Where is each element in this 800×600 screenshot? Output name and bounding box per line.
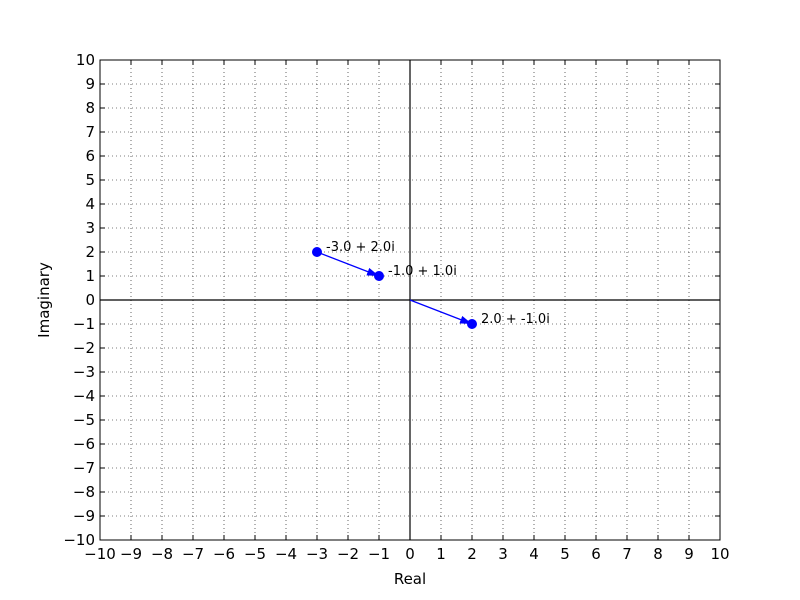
y-tick-label: 3 [85,219,95,237]
y-tick-label: 1 [85,267,95,285]
point-label: 2.0 + -1.0i [481,312,550,327]
y-tick-label: −4 [73,387,95,405]
ticks-layer [99,59,721,541]
y-tick-label: 0 [85,291,95,309]
arrows-layer [316,251,473,325]
y-axis-title: Imaginary [35,262,53,338]
y-tick-label: 8 [85,99,95,117]
points-layer: -3.0 + 2.0i -1.0 + 1.0i 2.0 + -1.0i [312,240,550,329]
x-tick-label: −7 [182,545,204,563]
point-label: -1.0 + 1.0i [388,264,457,279]
y-tick-label: −8 [73,483,95,501]
y-tick-label: 9 [85,75,95,93]
y-tick-label: 2 [85,243,95,261]
x-tick-label: 6 [591,545,601,563]
x-tick-label: −5 [244,545,266,563]
tick-labels-layer: −10 −9 −8 −7 −6 −5 −4 −3 −2 −1 0 1 2 3 4 5 6 7 8 9 10−10−9−8… [63,51,729,563]
y-tick-label: 4 [85,195,95,213]
x-tick-label: 9 [684,545,694,563]
y-tick-label: −9 [73,507,95,525]
x-tick-label: 4 [529,545,539,563]
y-tick-label: −2 [73,339,95,357]
y-tick-label: −1 [73,315,95,333]
vector-arrow [316,251,380,277]
y-tick-label: −7 [73,459,95,477]
x-tick-label: 10 [710,545,729,563]
x-tick-label: −8 [151,545,173,563]
y-tick-label: −10 [63,531,95,549]
x-tick-label: −2 [337,545,359,563]
y-tick-label: 5 [85,171,95,189]
y-tick-label: −6 [73,435,95,453]
x-tick-label: −6 [213,545,235,563]
x-tick-label: 8 [653,545,663,563]
y-tick-label: 10 [76,51,95,69]
x-tick-label: −3 [306,545,328,563]
x-tick-label: 1 [436,545,446,563]
x-tick-label: −9 [120,545,142,563]
x-tick-label: −10 [84,545,116,563]
x-tick-label: −4 [275,545,297,563]
complex-point [312,247,322,257]
complex-point [374,271,384,281]
point-label: -3.0 + 2.0i [326,240,395,255]
x-tick-label: −1 [368,545,390,563]
vector-arrow [409,299,473,325]
x-tick-label: 5 [560,545,570,563]
y-tick-label: 6 [85,147,95,165]
y-tick-label: 7 [85,123,95,141]
x-tick-label: 0 [405,545,415,563]
x-axis-title: Real [394,570,426,588]
x-tick-label: 3 [498,545,508,563]
x-tick-label: 2 [467,545,477,563]
complex-point [467,319,477,329]
y-tick-label: −5 [73,411,95,429]
x-tick-label: 7 [622,545,632,563]
y-tick-label: −3 [73,363,95,381]
